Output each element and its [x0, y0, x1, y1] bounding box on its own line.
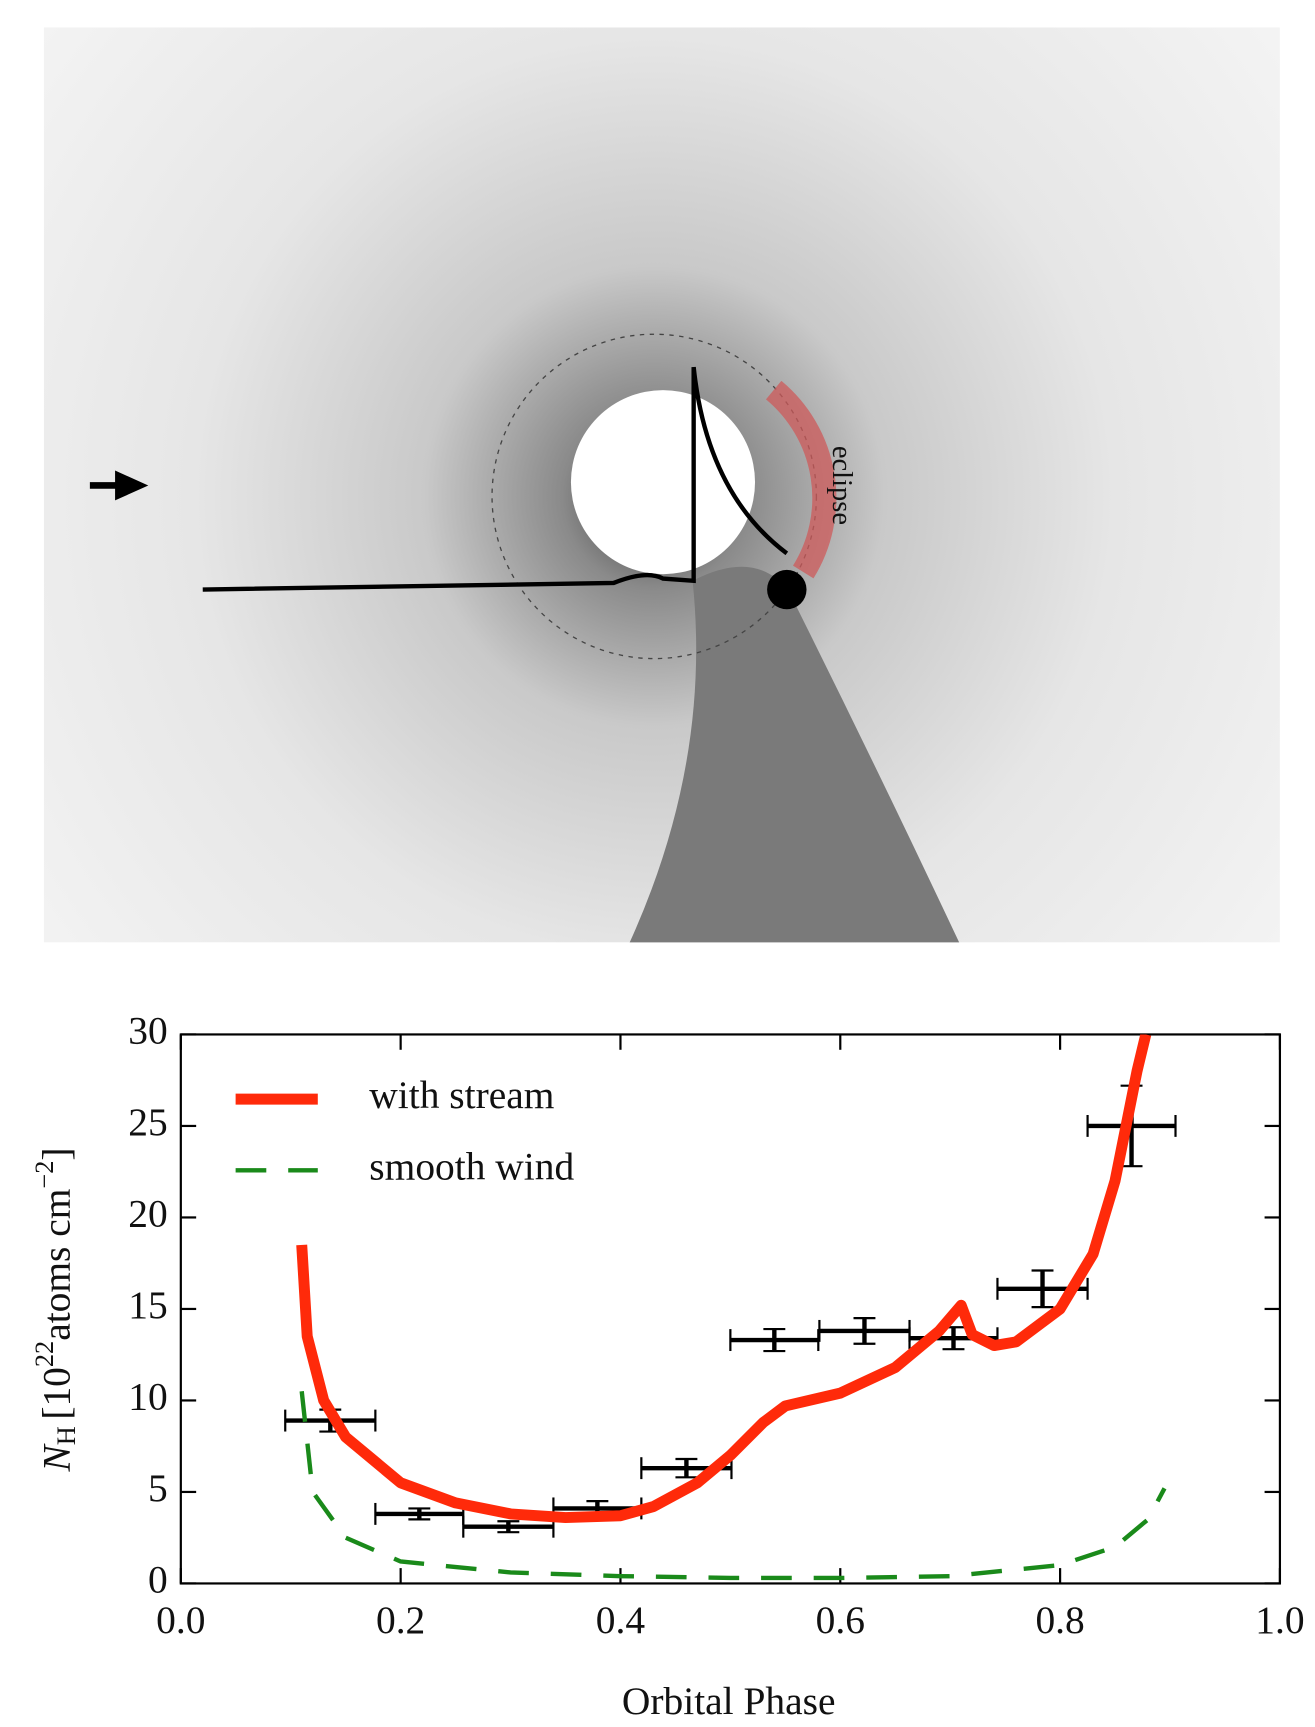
x-tick-label: 0.4 [596, 1598, 646, 1642]
y-tick-label: 0 [148, 1557, 168, 1601]
illustration: eclipse [43, 27, 1280, 943]
x-tick-label: 0.6 [816, 1598, 865, 1642]
eclipse-arc [765, 380, 837, 579]
x-tick-label: 1.0 [1255, 1598, 1304, 1642]
x-axis-label: Orbital Phase [622, 1679, 836, 1723]
legend-label: with stream [369, 1073, 554, 1117]
y-label-part: N [34, 1443, 78, 1473]
shock-line [202, 366, 789, 592]
plot-area [284, 1034, 1177, 1581]
arrow [89, 470, 149, 501]
y-label-part: ] [34, 1147, 78, 1160]
y-label-part: 22 [30, 1341, 59, 1367]
series-line [296, 1034, 1152, 1524]
y-tick-label: 10 [128, 1374, 167, 1418]
y-label-part: H [52, 1426, 81, 1445]
y-axis-label: NH [1022atoms cm−2] [30, 1147, 81, 1472]
y-tick-label: 20 [128, 1191, 167, 1235]
y-tick-label: 15 [128, 1283, 167, 1327]
y-label-part: [10 [34, 1367, 78, 1420]
x-tick-label: 0.8 [1035, 1598, 1084, 1642]
x-tick-label: 0.2 [376, 1598, 425, 1642]
x-tick-label: 0.0 [156, 1598, 205, 1642]
y-tick-label: 25 [128, 1100, 167, 1144]
y-tick-label: 30 [128, 1008, 167, 1052]
stream [629, 566, 960, 943]
y-label-part: −2 [30, 1161, 59, 1189]
compact-object [767, 569, 807, 610]
plot-frame [179, 1033, 1282, 1585]
y-label-part: atoms cm [34, 1188, 78, 1341]
series-line [299, 1391, 1167, 1581]
eclipse-label: eclipse [826, 446, 857, 525]
legend-label: smooth wind [369, 1144, 574, 1188]
y-tick-label: 5 [148, 1466, 168, 1510]
